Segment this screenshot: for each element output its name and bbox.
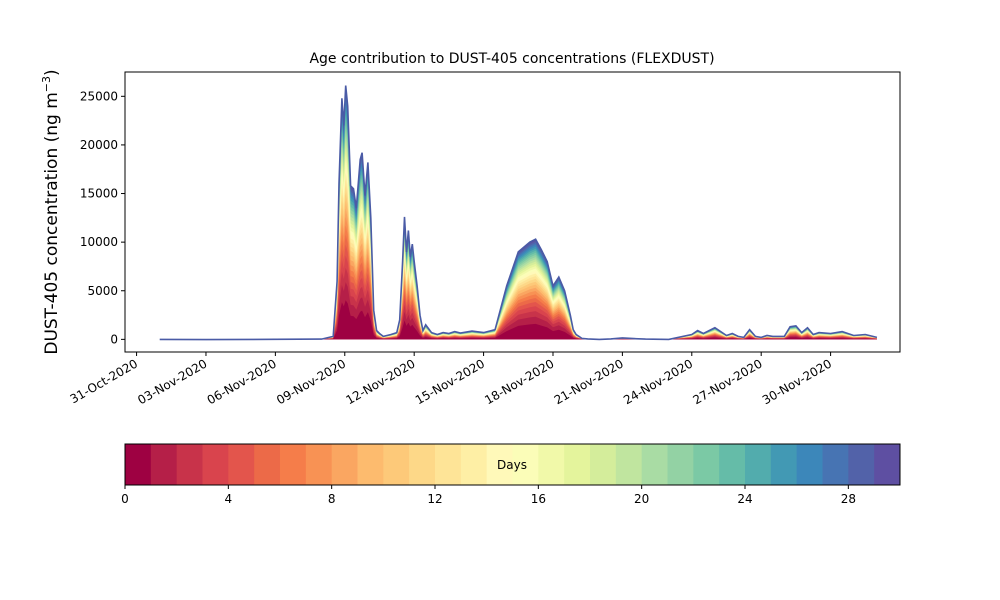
x-tick-label: 18-Nov-2020 [482, 356, 556, 407]
colorbar: Days 0 4 8 12 16 20 24 28 [121, 443, 901, 506]
colorbar-tick-label: 28 [841, 492, 856, 506]
colorbar-bin [228, 444, 255, 485]
colorbar-bins [125, 444, 901, 485]
colorbar-tick-label: 16 [531, 492, 546, 506]
colorbar-bin [512, 444, 539, 485]
y-axis-label-close: ) [42, 69, 62, 76]
x-tick-label: 31-Oct-2020 [68, 356, 140, 406]
colorbar-label: Days [497, 458, 527, 472]
colorbar-bin [150, 444, 178, 485]
x-tick-label: 27-Nov-2020 [691, 356, 765, 407]
y-tick-label: 10000 [80, 235, 118, 249]
colorbar-bin [409, 444, 436, 485]
x-tick-label: 12-Nov-2020 [343, 356, 417, 407]
colorbar-bin [305, 444, 333, 485]
x-tick-label: 09-Nov-2020 [274, 356, 348, 407]
colorbar-bin [202, 444, 229, 485]
colorbar-bin [719, 444, 746, 485]
plot-frame [124, 71, 901, 353]
colorbar-bin [564, 444, 591, 485]
y-tick-label: 15000 [80, 187, 118, 201]
colorbar-bin [590, 444, 617, 485]
colorbar-bin [848, 444, 875, 485]
colorbar-bin [874, 444, 901, 485]
colorbar-tick-label: 0 [121, 492, 129, 506]
colorbar-bin [538, 444, 565, 485]
y-tick-label: 0 [110, 332, 118, 346]
colorbar-tick-label: 12 [427, 492, 442, 506]
y-axis-label: DUST-405 concentration (ng m−3) [40, 69, 62, 354]
y-axis: 0 5000 10000 15000 20000 25000 [80, 89, 125, 346]
colorbar-bin [176, 444, 203, 485]
colorbar-bin [383, 444, 410, 485]
age-layer-day-0 [159, 300, 877, 340]
y-tick-label: 25000 [80, 89, 118, 103]
colorbar-tick-label: 24 [737, 492, 752, 506]
x-tick-label: 03-Nov-2020 [135, 356, 209, 407]
colorbar-bin [615, 444, 643, 485]
colorbar-tick-label: 4 [225, 492, 233, 506]
colorbar-bin [125, 444, 152, 485]
colorbar-tick-label: 20 [634, 492, 649, 506]
x-tick-label: 06-Nov-2020 [205, 356, 279, 407]
colorbar-bin [641, 444, 668, 485]
x-tick-label: 24-Nov-2020 [621, 356, 695, 407]
y-tick-label: 20000 [80, 138, 118, 152]
y-axis-label-superscript: −3 [40, 76, 53, 92]
colorbar-bin [435, 444, 462, 485]
x-axis: 31-Oct-202003-Nov-202006-Nov-202009-Nov-… [68, 352, 834, 407]
chart-title: Age contribution to DUST-405 concentrati… [309, 51, 714, 67]
colorbar-bin [667, 444, 694, 485]
total-concentration-line [159, 85, 878, 341]
colorbar-bin [693, 444, 720, 485]
colorbar-bin [357, 444, 384, 485]
colorbar-frame [124, 443, 901, 486]
colorbar-bin [280, 444, 307, 485]
age-layers [159, 85, 877, 340]
colorbar-bin [486, 444, 513, 485]
colorbar-bin [822, 444, 849, 485]
colorbar-bin [796, 444, 823, 485]
colorbar-bin [460, 444, 488, 485]
y-axis-label-text: DUST-405 concentration (ng m [42, 92, 62, 354]
colorbar-bin [331, 444, 358, 485]
x-tick-label: 30-Nov-2020 [760, 356, 834, 407]
y-tick-label: 5000 [87, 284, 118, 298]
colorbar-ticks: 0 4 8 12 16 20 24 28 [121, 485, 856, 506]
colorbar-bin [254, 444, 281, 485]
colorbar-bin [770, 444, 798, 485]
x-tick-label: 15-Nov-2020 [413, 356, 487, 407]
colorbar-tick-label: 8 [328, 492, 336, 506]
colorbar-bin [745, 444, 772, 485]
plot-area: 0 5000 10000 15000 20000 25000 31-Oct-202003-… [68, 71, 901, 407]
x-tick-label: 21-Nov-2020 [552, 356, 626, 407]
